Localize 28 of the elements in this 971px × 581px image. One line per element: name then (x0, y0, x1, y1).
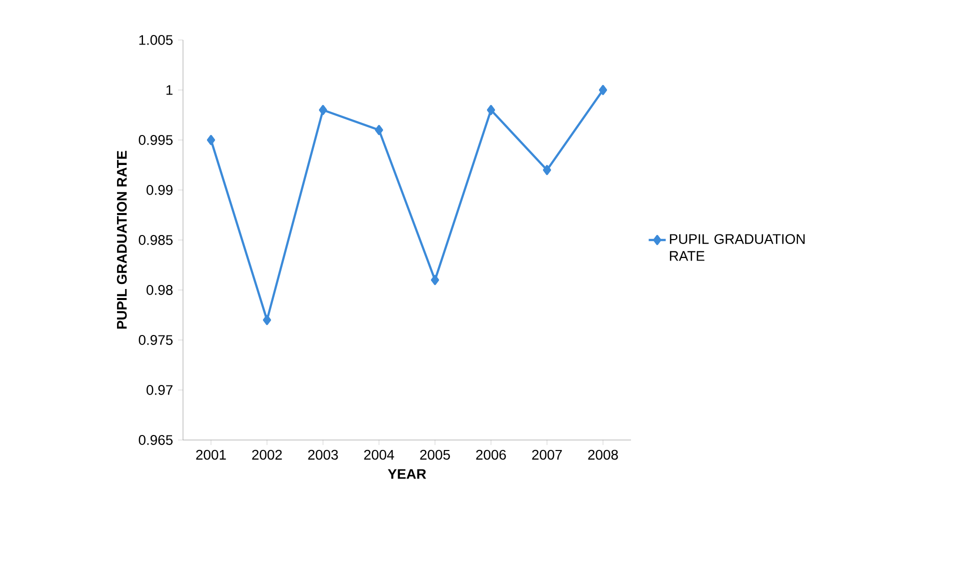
x-axis-title: YEAR (388, 469, 426, 479)
point (430, 274, 440, 286)
point (598, 84, 608, 96)
y-tick-label: 0.965 (138, 435, 173, 445)
point (318, 104, 328, 116)
y-tick-label: 1.005 (139, 35, 173, 45)
x-tick-label: 2005 (420, 450, 450, 460)
y-tick-label: 0.985 (138, 235, 173, 245)
y-tick-label: 0.97 (146, 385, 172, 395)
point (262, 314, 272, 326)
y-tick-label: 0.975 (138, 335, 173, 345)
x-tick-label: 2006 (476, 450, 506, 460)
y-tick-label: 0.995 (138, 135, 173, 145)
point (542, 164, 552, 176)
x-tick-label: 2001 (196, 450, 226, 460)
y-tick-label: 0.98 (146, 285, 173, 295)
y-tick-label: 0.99 (146, 185, 173, 195)
legend-label: PUPIL GRADUATION RATE (670, 234, 805, 261)
y-axis-title: PUPIL GRADUATION RATE (116, 150, 127, 329)
point (374, 124, 384, 136)
x-tick-label: 2004 (364, 450, 394, 460)
point (486, 104, 496, 116)
point (206, 134, 216, 146)
y-tick-label: 1 (166, 85, 172, 95)
x-tick-label: 2007 (532, 450, 562, 460)
x-tick-label: 2008 (588, 450, 618, 460)
x-tick-label: 2002 (252, 450, 282, 460)
x-tick-label: 2003 (308, 450, 338, 460)
